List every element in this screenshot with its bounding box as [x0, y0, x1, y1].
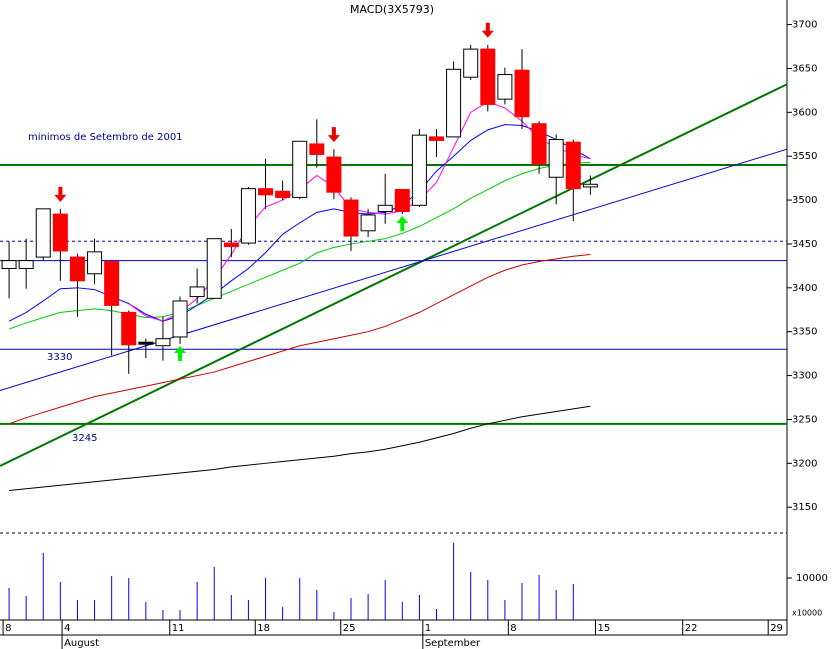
- y-tick-label: 3550: [792, 151, 817, 162]
- candle-body: [18, 260, 34, 270]
- candle-body: [497, 74, 513, 100]
- candle-body: [565, 141, 581, 190]
- y-tick-label: 3350: [792, 327, 817, 338]
- candle-body: [69, 256, 85, 282]
- candle-body: [309, 143, 325, 155]
- moving-average: [128, 101, 591, 322]
- moving-average: [8, 253, 591, 425]
- y-tick-label: 3650: [792, 63, 817, 74]
- candle-body: [172, 300, 188, 338]
- sell-arrow: [54, 186, 67, 202]
- y-tick-label: 3700: [792, 20, 817, 31]
- x-tick-label: 8: [510, 623, 516, 634]
- candle-body: [514, 69, 530, 118]
- y-tick-label: 3300: [792, 371, 817, 382]
- x-tick-label: 8: [5, 623, 11, 634]
- sell-arrow: [327, 127, 340, 143]
- candle-body: [377, 204, 393, 212]
- x-tick-label: 25: [343, 623, 356, 634]
- candle-body: [531, 123, 547, 165]
- candle-body: [326, 156, 342, 193]
- y-tick-label: 3600: [792, 107, 817, 118]
- candle-body: [121, 311, 137, 346]
- x-tick-label: 22: [685, 623, 698, 634]
- x-tick-label: 15: [598, 623, 611, 634]
- volume-multiplier: x10000: [792, 609, 822, 618]
- buy-arrow: [396, 216, 409, 232]
- x-tick-label: 4: [64, 623, 70, 634]
- level-label: 3330: [47, 352, 72, 363]
- level-label: 3245: [72, 433, 97, 444]
- candle-body: [87, 251, 103, 275]
- candle-body: [548, 139, 564, 178]
- y-tick-label: 3200: [792, 458, 817, 469]
- volume-tick-label: 10000: [796, 573, 828, 584]
- y-tick-label: 3150: [792, 502, 817, 513]
- candle-body: [343, 199, 359, 237]
- candle-body: [104, 260, 120, 306]
- candle-body: [52, 213, 68, 252]
- candle-body: [394, 189, 410, 212]
- candle-body: [446, 68, 462, 138]
- y-tick-label: 3500: [792, 195, 817, 206]
- candle-body: [429, 136, 445, 141]
- moving-average: [9, 405, 591, 492]
- candle-body: [480, 48, 496, 105]
- candle-body: [463, 48, 479, 78]
- candle-body: [360, 214, 376, 232]
- candle-body: [582, 183, 598, 188]
- chart-title: MACD(3X5793): [350, 3, 434, 16]
- y-tick-label: 3450: [792, 239, 817, 250]
- candle-body: [223, 242, 239, 248]
- candle-body: [155, 338, 171, 347]
- candle-body: [411, 134, 427, 206]
- y-tick-label: 3400: [792, 283, 817, 294]
- y-tick-label: 3250: [792, 414, 817, 425]
- candle-body: [35, 208, 51, 258]
- x-tick-label: 11: [172, 623, 185, 634]
- candle-body: [240, 188, 256, 244]
- x-tick-label: 1: [425, 623, 431, 634]
- x-tick-label: 18: [257, 623, 270, 634]
- candle-body: [206, 238, 222, 299]
- candle-body: [138, 341, 154, 345]
- x-tick-label: 29: [770, 623, 783, 634]
- annotation: minimos de Setembro de 2001: [28, 132, 183, 143]
- moving-average: [8, 161, 591, 330]
- candle-body: [1, 260, 17, 270]
- sell-arrow: [481, 22, 494, 38]
- month-label: August: [64, 638, 99, 649]
- month-label: September: [425, 638, 481, 649]
- buy-arrow: [174, 345, 187, 361]
- candle-body: [189, 286, 205, 298]
- trend-line: [0, 148, 788, 391]
- candle-body: [292, 140, 308, 198]
- trend-line: [0, 83, 788, 467]
- candle-body: [275, 190, 291, 198]
- candle-body: [258, 188, 274, 196]
